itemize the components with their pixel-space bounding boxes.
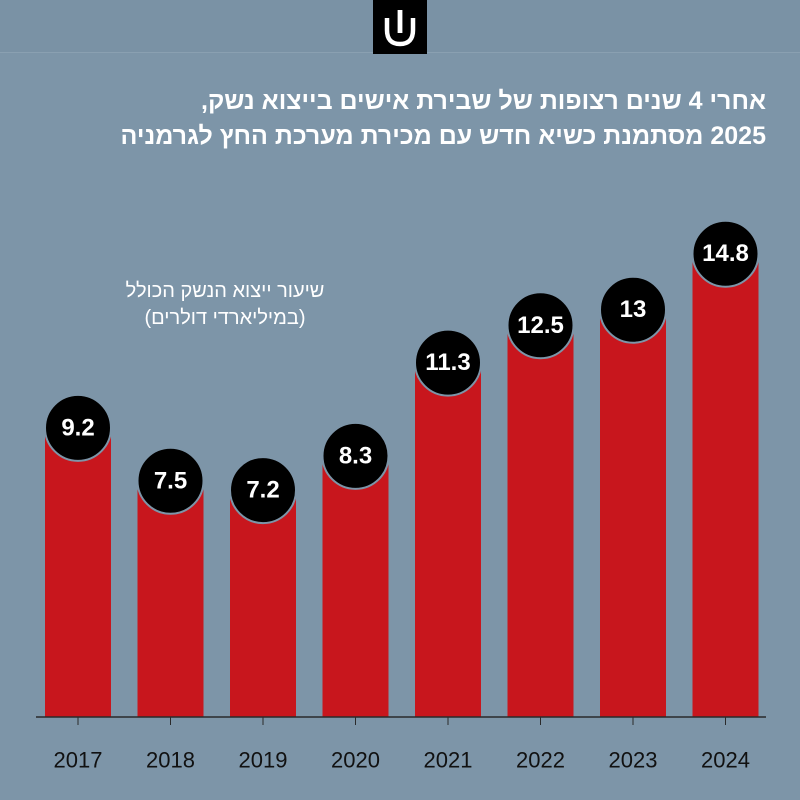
value-bubble-2019 xyxy=(229,456,297,525)
bar-2020 xyxy=(322,458,389,717)
chart-subtitle: שיעור ייצוא הנשק הכולל (במיליארדי דולרים… xyxy=(80,278,370,332)
chart-title: אחרי 4 שנים רצופות של שבירת אישים בייצוא… xyxy=(26,84,766,154)
bar-2023 xyxy=(600,312,666,717)
bar-2022 xyxy=(507,328,574,717)
bar-2018 xyxy=(137,483,204,717)
x-tick-label-2022: 2022 xyxy=(516,748,565,773)
x-tick-label-2020: 2020 xyxy=(331,748,380,773)
bar-2024 xyxy=(692,256,759,717)
x-tick-label-2018: 2018 xyxy=(146,748,195,773)
value-bubble-2021 xyxy=(414,328,482,397)
value-bubble-2018 xyxy=(136,446,205,515)
data-label-2020: 8.3 xyxy=(339,442,372,469)
value-bubble-2017 xyxy=(44,393,112,462)
logo-icon xyxy=(373,0,427,54)
x-tick-label-2019: 2019 xyxy=(239,748,288,773)
data-label-2017: 9.2 xyxy=(61,414,94,441)
data-label-2018: 7.5 xyxy=(154,467,187,494)
value-bubble-2020 xyxy=(321,421,390,490)
title-line-2: 2025 מסתמנת כשיא חדש עם מכירת מערכת החץ … xyxy=(120,122,766,150)
value-bubble-2023 xyxy=(599,275,667,344)
x-tick-label-2024: 2024 xyxy=(701,748,750,773)
title-line-1: אחרי 4 שנים רצופות של שבירת אישים בייצוא… xyxy=(201,87,766,115)
value-bubble-2024 xyxy=(691,219,760,288)
data-label-2022: 12.5 xyxy=(517,312,564,339)
data-label-2019: 7.2 xyxy=(246,477,279,504)
data-label-2023: 13 xyxy=(620,296,647,323)
data-label-2024: 14.8 xyxy=(702,240,749,267)
x-tick-label-2021: 2021 xyxy=(424,748,473,773)
bar-2017 xyxy=(45,430,111,717)
data-label-2021: 11.3 xyxy=(425,349,470,376)
bar-2021 xyxy=(415,365,481,717)
x-tick-label-2017: 2017 xyxy=(54,748,103,773)
subtitle-line-2: (במיליארדי דולרים) xyxy=(144,307,306,329)
value-bubble-2022 xyxy=(506,291,575,360)
x-tick-label-2023: 2023 xyxy=(609,748,658,773)
subtitle-line-1: שיעור ייצוא הנשק הכולל xyxy=(125,280,325,302)
bar-2019 xyxy=(230,493,296,717)
